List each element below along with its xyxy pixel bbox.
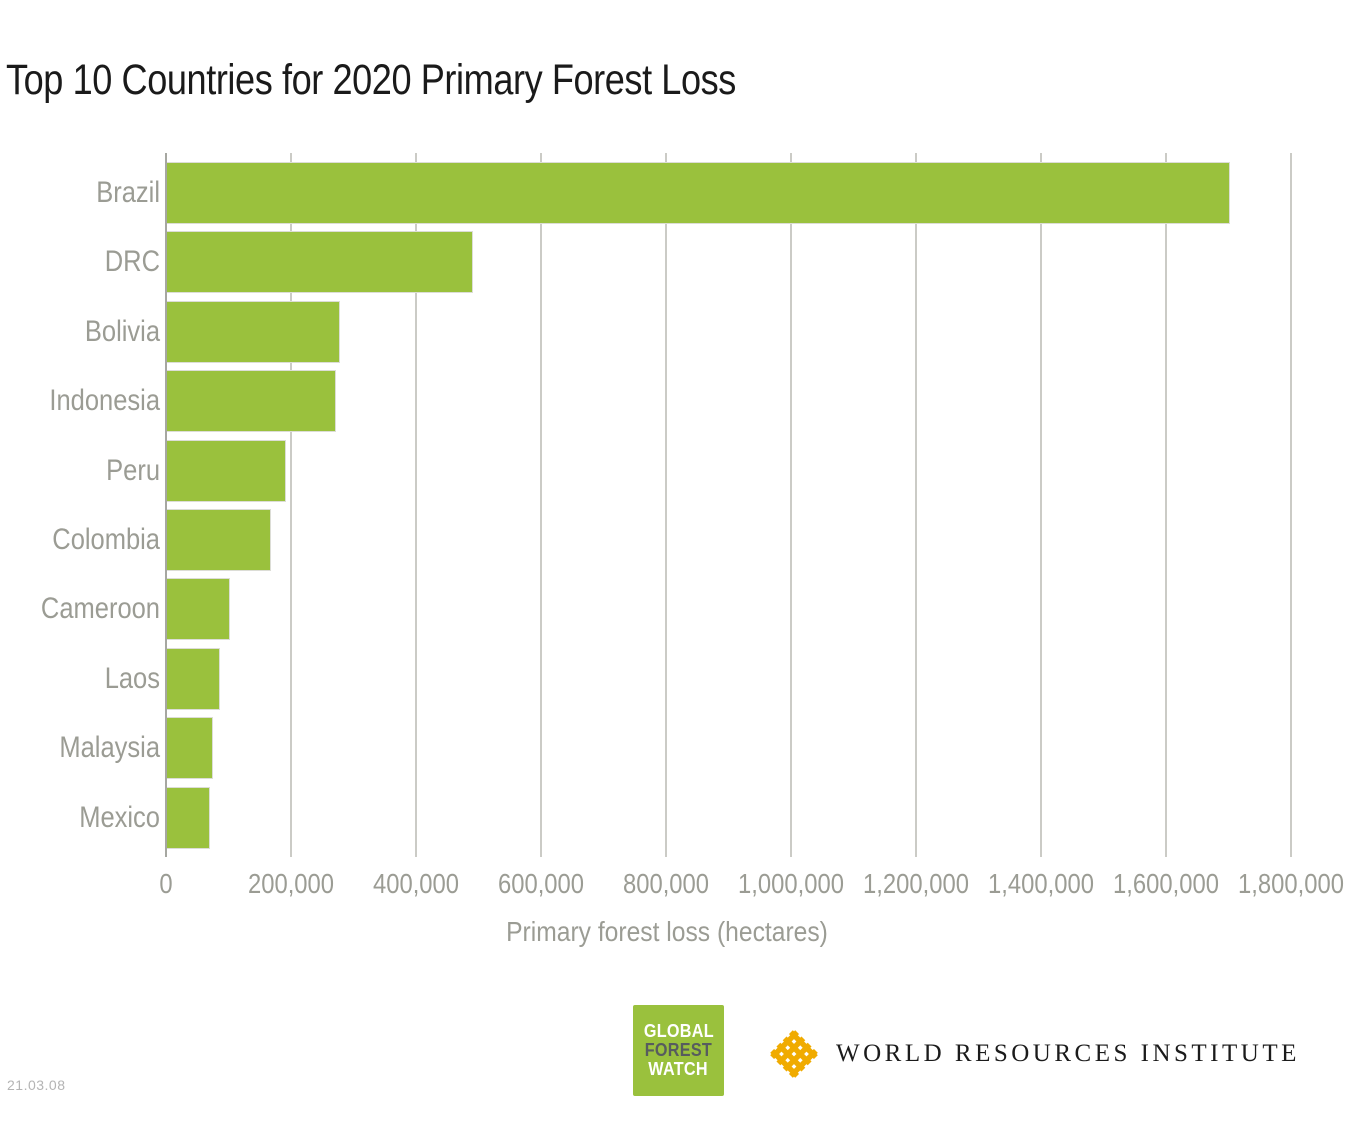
global-forest-watch-logo: GLOBAL FOREST WATCH — [633, 1005, 724, 1096]
wri-logo-text: WORLD RESOURCES INSTITUTE — [836, 1040, 1300, 1067]
bar-malaysia — [167, 717, 213, 780]
gridline — [665, 153, 667, 857]
plot-area — [165, 153, 1292, 857]
gridline — [290, 153, 292, 857]
category-label-cameroon: Cameroon — [40, 592, 160, 626]
gfw-logo-line-global: GLOBAL — [643, 1021, 714, 1041]
gridline — [1165, 153, 1167, 857]
x-tick-label: 1,000,000 — [738, 868, 844, 899]
gridline — [415, 153, 417, 857]
wri-weave-icon — [769, 1029, 819, 1079]
y-axis-line — [165, 153, 167, 857]
gridline — [540, 153, 542, 857]
category-label-peru: Peru — [106, 453, 160, 487]
chart-title: Top 10 Countries for 2020 Primary Forest… — [6, 56, 736, 104]
bar-colombia — [167, 509, 271, 571]
bar-drc — [167, 231, 474, 294]
x-tick-label: 1,600,000 — [1113, 868, 1219, 899]
x-tick-label: 600,000 — [497, 868, 585, 899]
bar-laos — [167, 647, 221, 710]
bar-mexico — [167, 786, 211, 849]
x-axis-ticks: 0 200,000 400,000 600,000 800,000 1,000,000 1,… — [0, 868, 1349, 902]
gridline — [790, 153, 792, 857]
x-tick-label: 800,000 — [622, 868, 710, 899]
x-tick-label: 200,000 — [247, 868, 335, 899]
gfw-logo-line-watch: WATCH — [648, 1059, 709, 1079]
world-resources-institute-logo: WORLD RESOURCES INSTITUTE — [769, 1028, 1300, 1080]
x-tick-label: 0 — [159, 868, 173, 899]
category-label-bolivia: Bolivia — [84, 314, 160, 348]
category-label-mexico: Mexico — [79, 800, 160, 834]
gridline — [915, 153, 917, 857]
gridline — [1040, 153, 1042, 857]
gfw-logo-line-forest: FOREST — [644, 1040, 713, 1060]
gridline — [1290, 153, 1292, 857]
x-tick-label: 1,400,000 — [988, 868, 1094, 899]
category-label-brazil: Brazil — [96, 176, 160, 209]
bar-peru — [167, 439, 286, 502]
x-tick-label: 1,800,000 — [1238, 868, 1344, 899]
category-label-drc: DRC — [104, 245, 160, 279]
category-label-indonesia: Indonesia — [49, 384, 161, 418]
x-axis-title: Primary forest loss (hectares) — [506, 916, 828, 947]
bar-cameroon — [167, 578, 231, 641]
bar-brazil — [167, 162, 1230, 224]
bar-bolivia — [167, 300, 341, 363]
date-stamp: 21.03.08 — [7, 1077, 66, 1093]
bar-indonesia — [167, 370, 336, 433]
x-tick-label: 1,200,000 — [863, 868, 969, 899]
category-label-colombia: Colombia — [52, 523, 160, 556]
category-label-laos: Laos — [104, 661, 160, 695]
category-label-malaysia: Malaysia — [59, 731, 160, 765]
x-tick-label: 400,000 — [372, 868, 460, 899]
